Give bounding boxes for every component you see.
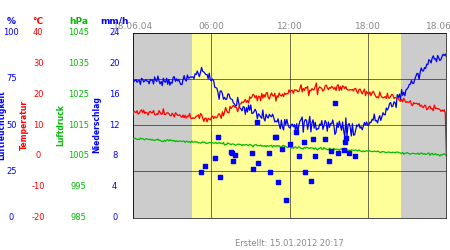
Text: 4: 4 — [112, 182, 117, 191]
Point — [211, 156, 218, 160]
Text: 30: 30 — [33, 59, 44, 68]
Point — [201, 164, 208, 168]
Point — [346, 151, 353, 155]
Bar — [192, 32, 400, 218]
Point — [266, 151, 273, 155]
Point — [282, 198, 289, 202]
Text: Luftdruck: Luftdruck — [56, 104, 65, 146]
Point — [310, 136, 317, 140]
Text: 40: 40 — [33, 28, 44, 37]
Point — [295, 154, 302, 158]
Text: 20: 20 — [33, 90, 44, 99]
Point — [214, 135, 221, 139]
Point — [279, 147, 286, 151]
Text: 995: 995 — [71, 182, 86, 191]
Point — [331, 101, 338, 105]
Text: 985: 985 — [71, 213, 87, 222]
Text: 24: 24 — [109, 28, 120, 37]
Point — [342, 136, 350, 140]
Point — [228, 150, 235, 154]
Point — [312, 154, 319, 158]
Text: 75: 75 — [6, 74, 17, 83]
Point — [335, 151, 342, 155]
Point — [216, 175, 224, 179]
Text: 12: 12 — [109, 120, 120, 130]
Text: 1005: 1005 — [68, 151, 89, 160]
Text: °C: °C — [33, 17, 44, 26]
Text: 1035: 1035 — [68, 59, 89, 68]
Text: -10: -10 — [32, 182, 45, 191]
Text: 8: 8 — [112, 151, 117, 160]
Point — [271, 134, 279, 138]
Text: 1025: 1025 — [68, 90, 89, 99]
Text: mm/h: mm/h — [100, 17, 129, 26]
Point — [301, 140, 308, 144]
Point — [267, 170, 274, 174]
Text: Temperatur: Temperatur — [20, 100, 29, 150]
Text: 20: 20 — [109, 59, 120, 68]
Text: 1045: 1045 — [68, 28, 89, 37]
Text: Niederschlag: Niederschlag — [92, 96, 101, 154]
Text: 50: 50 — [6, 120, 17, 130]
Point — [230, 160, 237, 164]
Text: 0: 0 — [112, 213, 117, 222]
Text: %: % — [7, 17, 16, 26]
Text: 100: 100 — [4, 28, 19, 37]
Point — [232, 153, 239, 157]
Text: 16: 16 — [109, 90, 120, 99]
Point — [248, 152, 256, 156]
Point — [229, 151, 236, 155]
Point — [197, 170, 204, 173]
Text: Luftfeuchtigkeit: Luftfeuchtigkeit — [0, 90, 7, 160]
Point — [321, 137, 328, 141]
Point — [255, 161, 262, 165]
Point — [351, 154, 358, 158]
Text: 25: 25 — [6, 167, 17, 176]
Point — [307, 179, 315, 183]
Point — [254, 120, 261, 124]
Text: hPa: hPa — [69, 17, 88, 26]
Point — [340, 148, 347, 152]
Point — [249, 167, 256, 171]
Point — [292, 130, 299, 134]
Text: 1015: 1015 — [68, 120, 89, 130]
Point — [326, 159, 333, 163]
Text: 0: 0 — [36, 151, 41, 160]
Text: Erstellt: 15.01.2012 20:17: Erstellt: 15.01.2012 20:17 — [235, 238, 344, 248]
Text: 10: 10 — [33, 120, 44, 130]
Text: -20: -20 — [32, 213, 45, 222]
Point — [272, 135, 279, 139]
Point — [287, 142, 294, 146]
Point — [274, 180, 282, 184]
Point — [327, 149, 334, 153]
Point — [341, 140, 348, 144]
Point — [302, 170, 309, 174]
Text: 0: 0 — [9, 213, 14, 222]
